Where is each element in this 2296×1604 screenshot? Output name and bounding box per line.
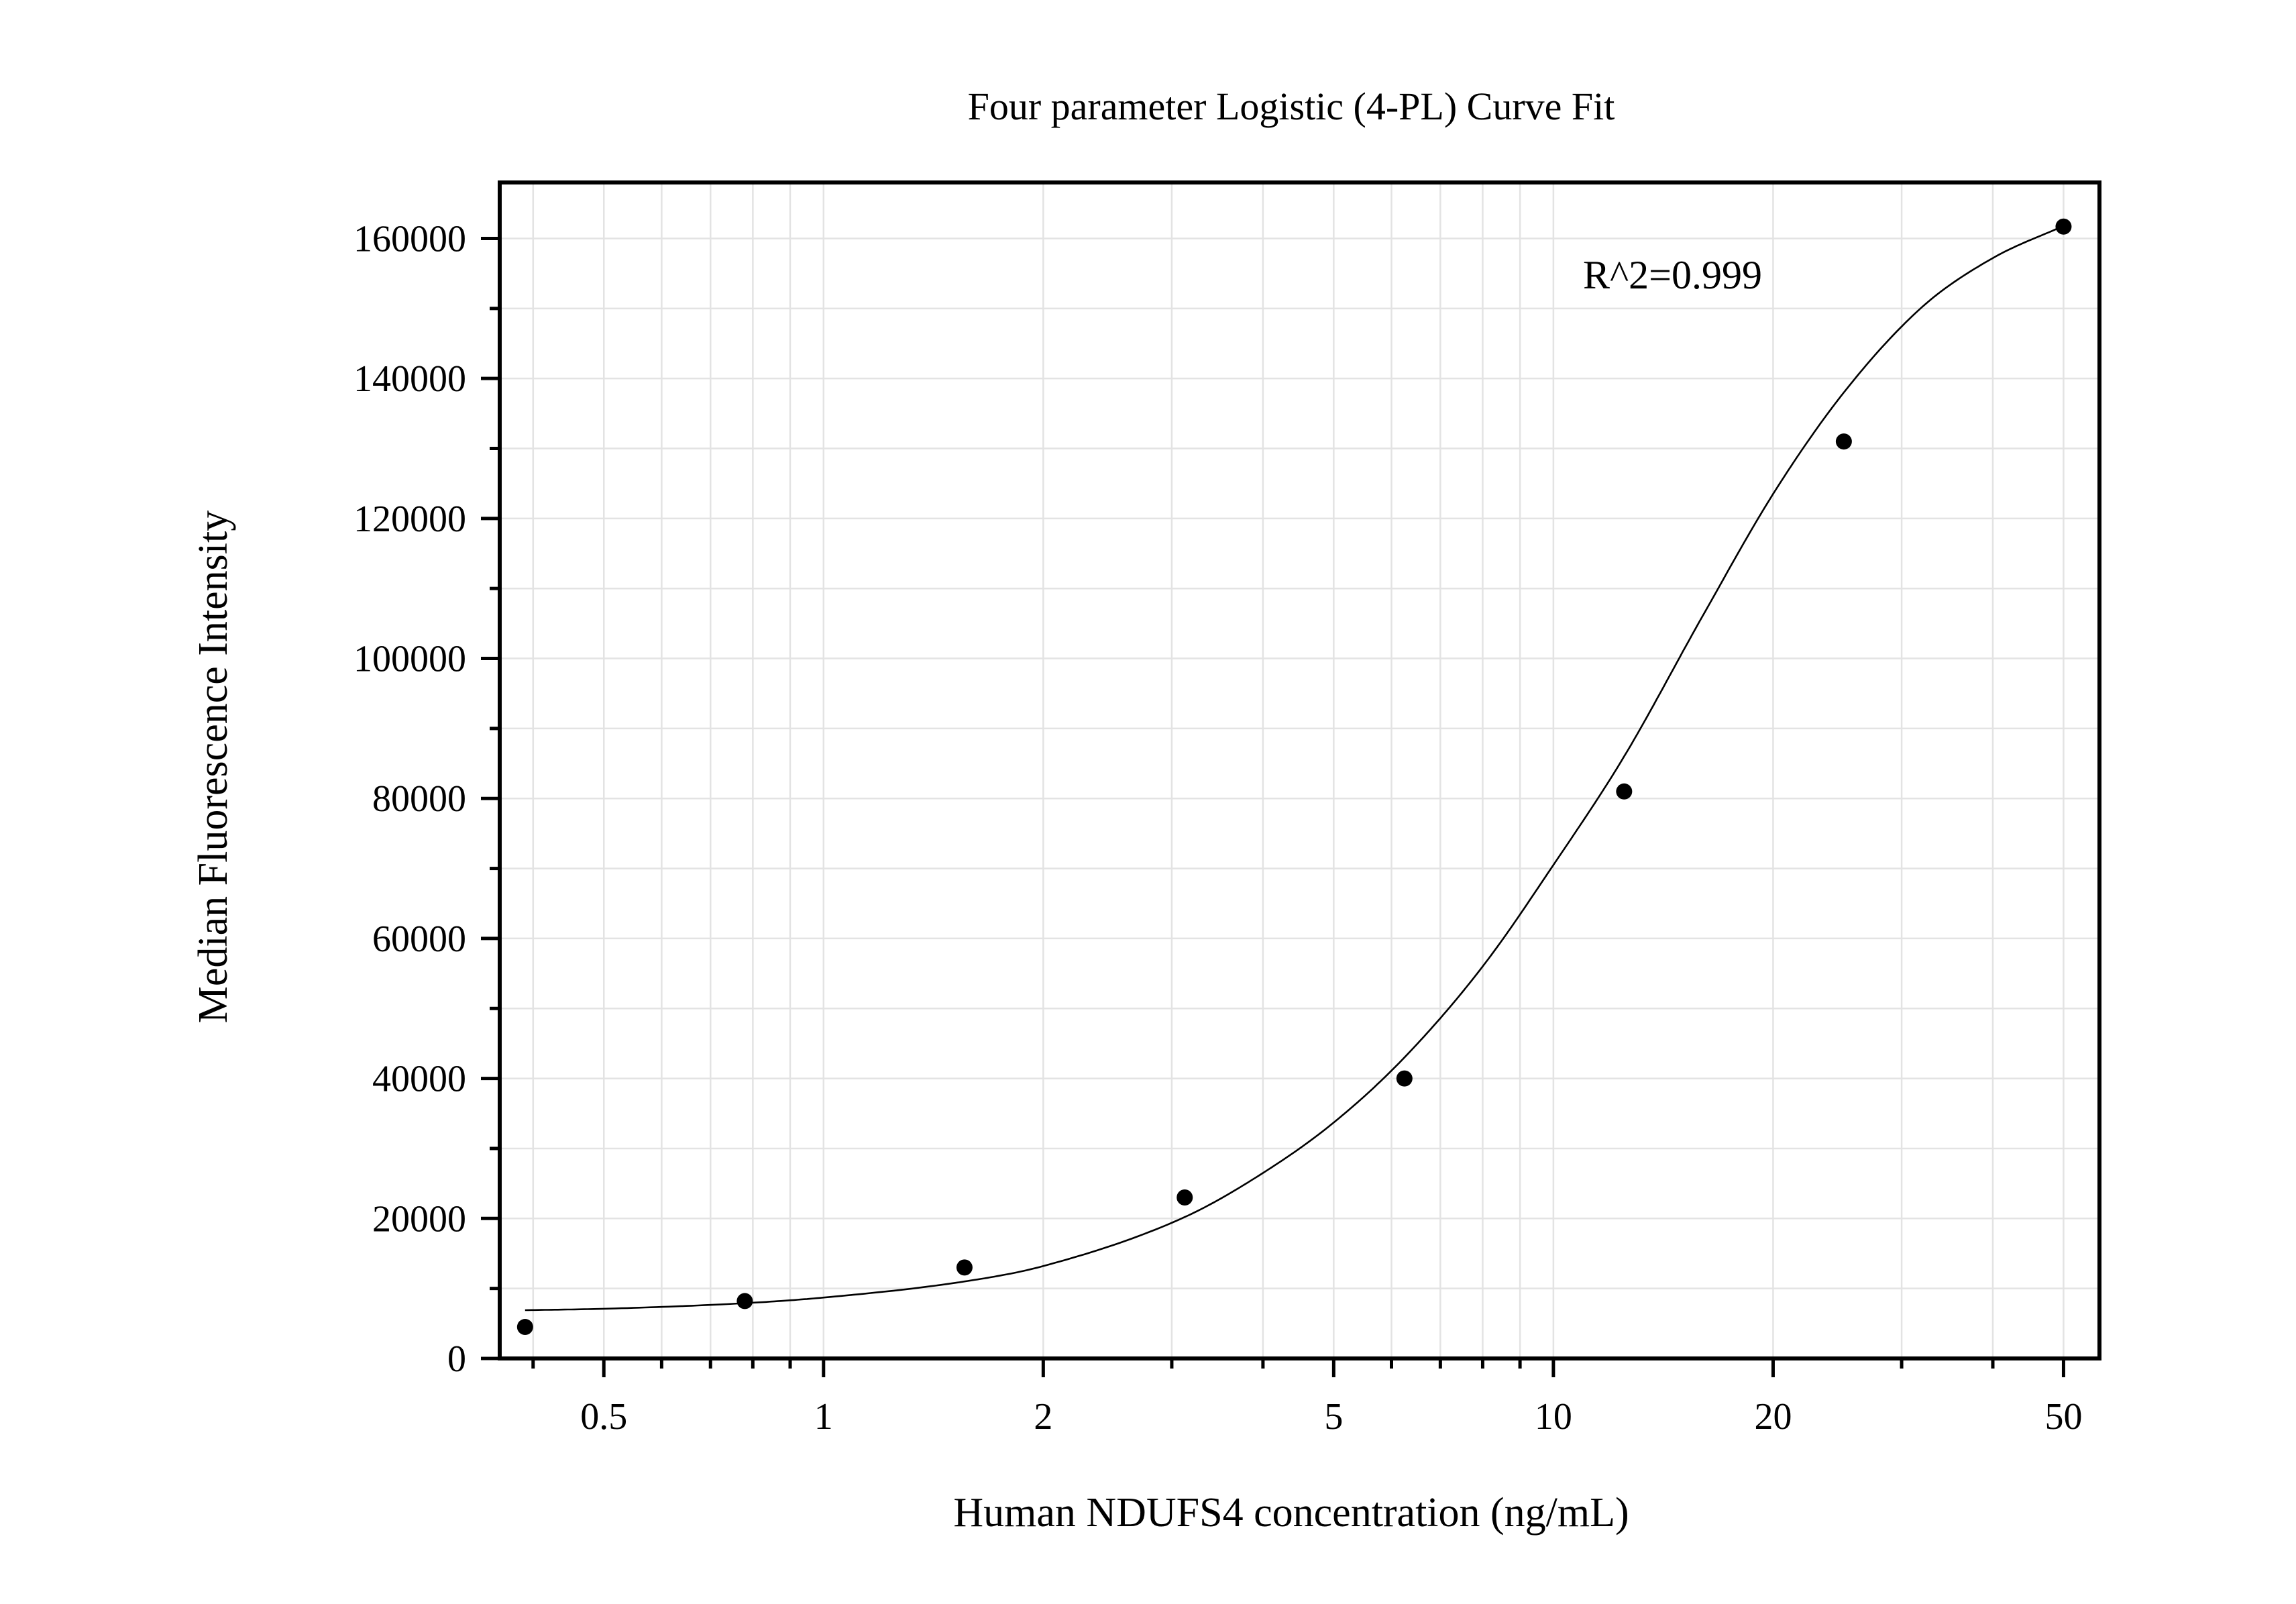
data-point	[736, 1293, 753, 1309]
x-tick-label: 50	[2044, 1396, 2082, 1438]
y-tick-label: 160000	[353, 218, 466, 260]
fit-curve	[525, 225, 2064, 1312]
data-point	[516, 1319, 533, 1336]
y-tick-label: 100000	[353, 639, 466, 680]
axis-ticks	[481, 236, 2065, 1377]
chart-title: Four parameter Logistic (4-PL) Curve Fit	[968, 85, 1615, 128]
x-tick-label: 0.5	[580, 1396, 627, 1438]
y-tick-label: 0	[447, 1338, 466, 1380]
data-point	[1835, 433, 1852, 450]
data-point	[1177, 1189, 1193, 1206]
grid	[500, 182, 2099, 1358]
x-tick-label: 5	[1324, 1396, 1343, 1438]
x-tick-label: 2	[1034, 1396, 1052, 1438]
y-tick-label: 40000	[372, 1059, 466, 1100]
x-tick-label: 1	[814, 1396, 833, 1438]
plot-frame	[498, 180, 2101, 1360]
y-tick-label: 20000	[372, 1198, 466, 1240]
y-tick-label: 60000	[372, 918, 466, 960]
tick-labels: 0.5 1 2 5 10 20 50 0 20000 40000 60000 80000 100000 1…	[353, 218, 2082, 1438]
data-point	[1396, 1070, 1413, 1087]
data-point	[2055, 218, 2072, 235]
x-axis-label: Human NDUFS4 concentration (ng/mL)	[953, 1490, 1629, 1536]
data-point	[956, 1259, 973, 1276]
y-tick-label: 120000	[353, 498, 466, 540]
x-tick-label: 20	[1754, 1396, 1792, 1438]
y-tick-label: 80000	[372, 778, 466, 820]
y-axis-label: Median Fluorescence Intensity	[190, 511, 236, 1023]
data-points	[516, 218, 2072, 1336]
data-point	[1616, 783, 1633, 800]
x-tick-label: 10	[1535, 1396, 1572, 1438]
y-tick-label: 140000	[353, 358, 466, 400]
r-squared-annotation: R^2=0.999	[1583, 253, 1762, 297]
